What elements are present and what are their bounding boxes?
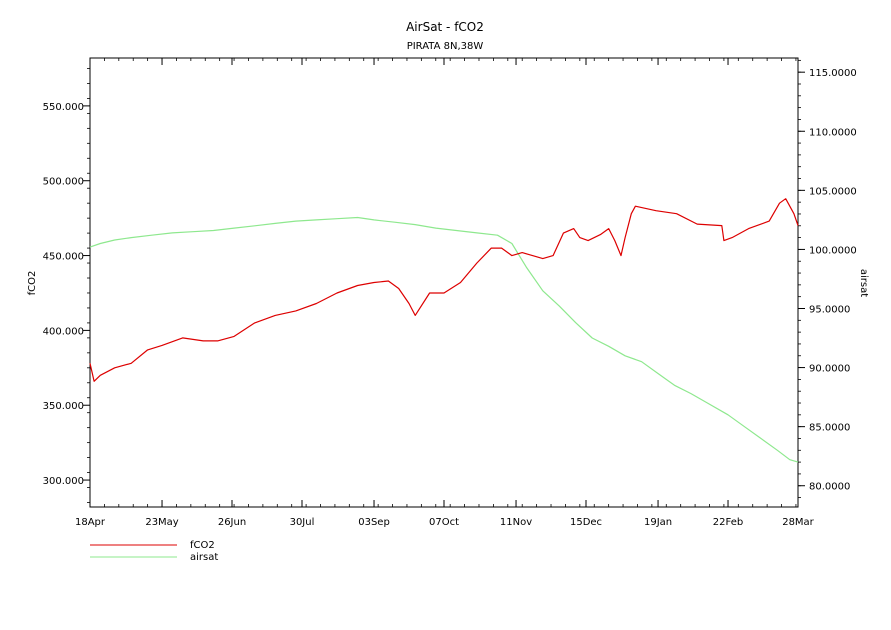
y2-axis-label: airsat (858, 269, 869, 297)
x-tick-label: 26Jun (218, 517, 246, 528)
x-tick-label: 23May (145, 517, 178, 528)
x-tick-label: 22Feb (713, 517, 743, 528)
y-axis-label: fCO2 (27, 271, 38, 296)
y2-tick-label: 100.0000 (809, 245, 857, 256)
x-axis-tick-labels: 18Apr 23May 26Jun 30Jul 03Sep 07Oct 11Nov 15Dec… (75, 517, 815, 528)
y2-tick-label: 90.0000 (809, 364, 850, 375)
y-tick-label: 550.000 (43, 102, 84, 113)
y-axis-tick-labels: 300.000 350.000 400.000 450.000 500.000 550.0… (43, 102, 84, 487)
x-tick-label: 15Dec (570, 517, 602, 528)
y2-axis-tick-labels: 80.0000 85.0000 90.0000 95.0000 100.0000 105.… (809, 68, 857, 493)
series-layer (89, 198, 799, 463)
y-tick-label: 450.000 (43, 252, 84, 263)
plot-area (83, 57, 805, 508)
y-tick-label: 500.000 (43, 177, 84, 188)
legend-label-fco2: fCO2 (190, 540, 215, 551)
x-tick-label: 03Sep (358, 517, 390, 528)
y-tick-label: 400.000 (43, 326, 84, 337)
x-tick-label: 11Nov (500, 517, 532, 528)
x-tick-label: 28Mar (782, 517, 814, 528)
series-line-airsat (89, 216, 799, 463)
y2-tick-label: 115.0000 (809, 68, 857, 79)
x-tick-label: 18Apr (75, 517, 106, 528)
major-ticks (83, 58, 805, 507)
x-tick-label: 19Jan (644, 517, 672, 528)
y2-tick-label: 85.0000 (809, 423, 850, 434)
y2-tick-label: 80.0000 (809, 482, 850, 493)
y2-tick-label: 95.0000 (809, 304, 850, 315)
y-tick-label: 300.000 (43, 476, 84, 487)
series-line-fco2 (89, 198, 799, 382)
y2-tick-label: 105.0000 (809, 186, 857, 197)
legend: fCO2 airsat (90, 540, 218, 563)
x-tick-label: 30Jul (290, 517, 315, 528)
chart-subtitle: PIRATA 8N,38W (407, 41, 484, 52)
plot-frame (89, 57, 799, 508)
y-tick-label: 350.000 (43, 401, 84, 412)
legend-label-airsat: airsat (190, 552, 218, 563)
chart-title: AirSat - fCO2 (406, 20, 484, 34)
x-tick-label: 07Oct (429, 517, 459, 528)
minor-ticks (87, 58, 801, 507)
y2-tick-label: 110.0000 (809, 127, 857, 138)
